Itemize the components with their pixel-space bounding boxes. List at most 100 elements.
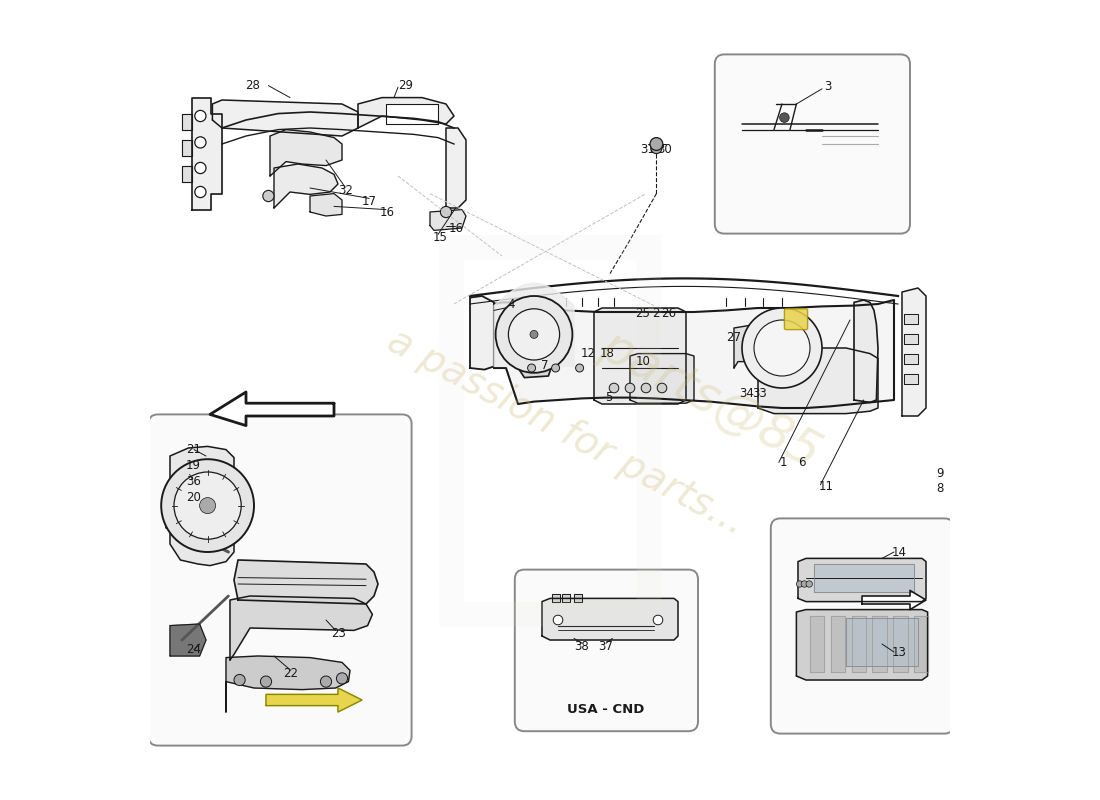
Text: 23: 23 [331,627,346,640]
Text: 20: 20 [186,491,201,504]
Text: 16: 16 [381,206,395,218]
Polygon shape [574,594,582,602]
Text: 29: 29 [398,79,414,92]
Polygon shape [854,300,878,402]
Polygon shape [182,140,191,156]
Text: 13: 13 [892,646,907,658]
Polygon shape [386,104,438,124]
Polygon shape [796,610,927,680]
Polygon shape [903,374,918,384]
Polygon shape [182,166,191,182]
FancyBboxPatch shape [784,309,807,330]
Text: 34: 34 [739,387,755,400]
Text: 18: 18 [601,347,615,360]
Circle shape [780,113,789,122]
Text: 14: 14 [892,546,907,558]
Polygon shape [551,594,560,602]
Circle shape [575,364,584,372]
Text: 37: 37 [598,640,614,653]
Polygon shape [630,354,694,403]
Text: 26: 26 [661,307,675,320]
Text: 4: 4 [508,298,515,310]
Text: 11: 11 [818,480,834,493]
Circle shape [796,581,803,587]
Polygon shape [798,558,926,602]
Text: 17: 17 [362,195,376,208]
Circle shape [641,383,651,393]
Polygon shape [170,446,234,566]
Polygon shape [358,98,454,128]
Circle shape [650,138,663,150]
FancyBboxPatch shape [715,54,910,234]
Polygon shape [494,300,894,408]
Circle shape [195,186,206,198]
Polygon shape [872,616,887,672]
Polygon shape [893,616,907,672]
Text: 32: 32 [338,184,353,197]
Text: 28: 28 [245,79,260,92]
Text: 31: 31 [640,143,654,156]
Polygon shape [862,590,926,610]
Polygon shape [470,296,494,370]
Polygon shape [191,98,222,210]
Polygon shape [902,288,926,416]
Circle shape [801,581,807,587]
Circle shape [754,320,810,376]
Circle shape [195,162,206,174]
Polygon shape [212,100,358,136]
Polygon shape [494,283,574,366]
Text: 19: 19 [186,459,201,472]
Polygon shape [274,164,338,208]
Polygon shape [810,616,824,672]
Polygon shape [830,616,845,672]
Circle shape [657,383,667,393]
Circle shape [651,142,662,154]
Polygon shape [430,210,466,230]
Text: 15: 15 [433,231,448,244]
Text: 21: 21 [186,443,201,456]
Circle shape [440,206,452,218]
Polygon shape [734,324,782,368]
Circle shape [530,330,538,338]
Polygon shape [226,656,350,712]
Polygon shape [210,392,334,426]
Circle shape [174,472,241,539]
Text: 8: 8 [937,482,944,494]
Text: a passion for parts...: a passion for parts... [381,322,751,542]
Circle shape [742,308,822,388]
Text: 9: 9 [936,467,944,480]
Text: 33: 33 [752,387,767,400]
Text: 6: 6 [799,456,805,469]
Polygon shape [846,618,918,666]
Circle shape [609,383,619,393]
Circle shape [337,673,348,684]
Text: 12: 12 [581,347,596,360]
Circle shape [162,459,254,552]
Polygon shape [234,560,378,604]
Text: 24: 24 [186,643,201,656]
Circle shape [195,110,206,122]
Polygon shape [851,616,866,672]
Circle shape [320,676,331,687]
Circle shape [625,383,635,393]
Text: 36: 36 [186,475,201,488]
Polygon shape [903,334,918,344]
Circle shape [806,581,813,587]
Circle shape [653,615,663,625]
Polygon shape [562,594,570,602]
Text: 3: 3 [824,80,832,93]
Polygon shape [903,354,918,364]
Polygon shape [914,616,928,672]
Text: 27: 27 [726,331,741,344]
Polygon shape [514,336,557,378]
Circle shape [199,498,216,514]
Polygon shape [758,348,878,414]
Circle shape [496,296,572,373]
Text: 30: 30 [657,143,672,156]
Text: 38: 38 [574,640,590,653]
Circle shape [234,674,245,686]
Text: 𝕸: 𝕸 [417,209,683,639]
Polygon shape [266,688,362,712]
Polygon shape [182,114,191,130]
Circle shape [528,364,536,372]
